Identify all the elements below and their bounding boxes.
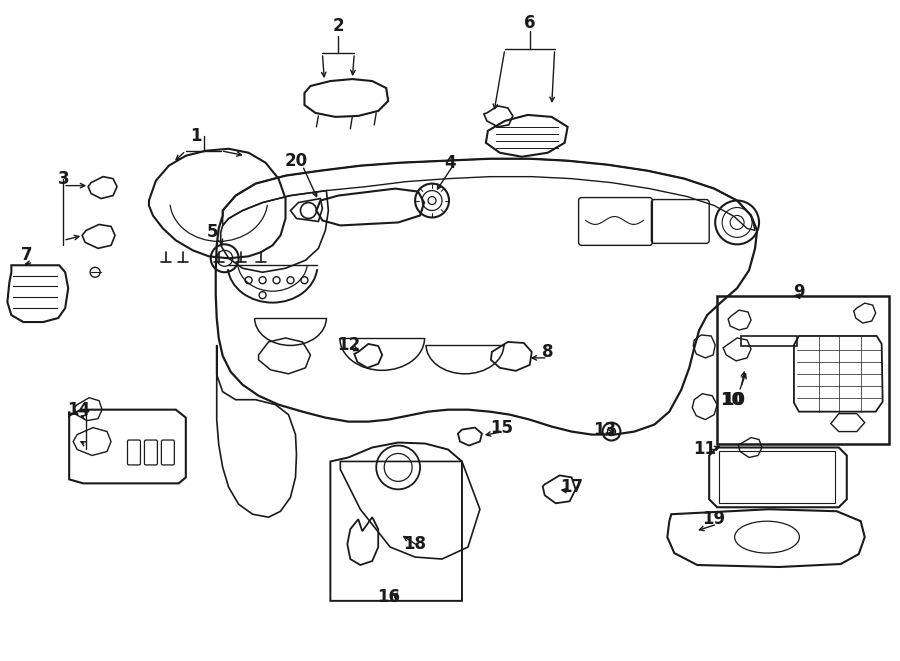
Text: 2: 2 (332, 17, 344, 35)
Text: 10: 10 (721, 391, 743, 408)
Text: 10: 10 (723, 391, 745, 408)
Text: 17: 17 (560, 479, 583, 496)
Text: 14: 14 (68, 401, 91, 418)
Bar (717, 296, 888, 444)
Text: 11: 11 (693, 440, 716, 459)
Text: 1: 1 (190, 127, 202, 145)
Text: 13: 13 (593, 420, 616, 439)
Text: 12: 12 (337, 336, 360, 354)
Text: 18: 18 (403, 535, 427, 553)
Text: 9: 9 (793, 283, 805, 301)
Text: 20: 20 (285, 152, 308, 170)
Text: 3: 3 (58, 170, 69, 188)
Text: 15: 15 (491, 418, 513, 436)
Text: 19: 19 (703, 510, 725, 528)
Bar (719, 451, 835, 503)
Text: 4: 4 (445, 154, 455, 172)
Text: 8: 8 (542, 343, 554, 361)
Text: 6: 6 (524, 15, 536, 32)
Text: 16: 16 (377, 588, 400, 606)
Text: 7: 7 (21, 247, 32, 264)
Text: 5: 5 (207, 223, 219, 241)
